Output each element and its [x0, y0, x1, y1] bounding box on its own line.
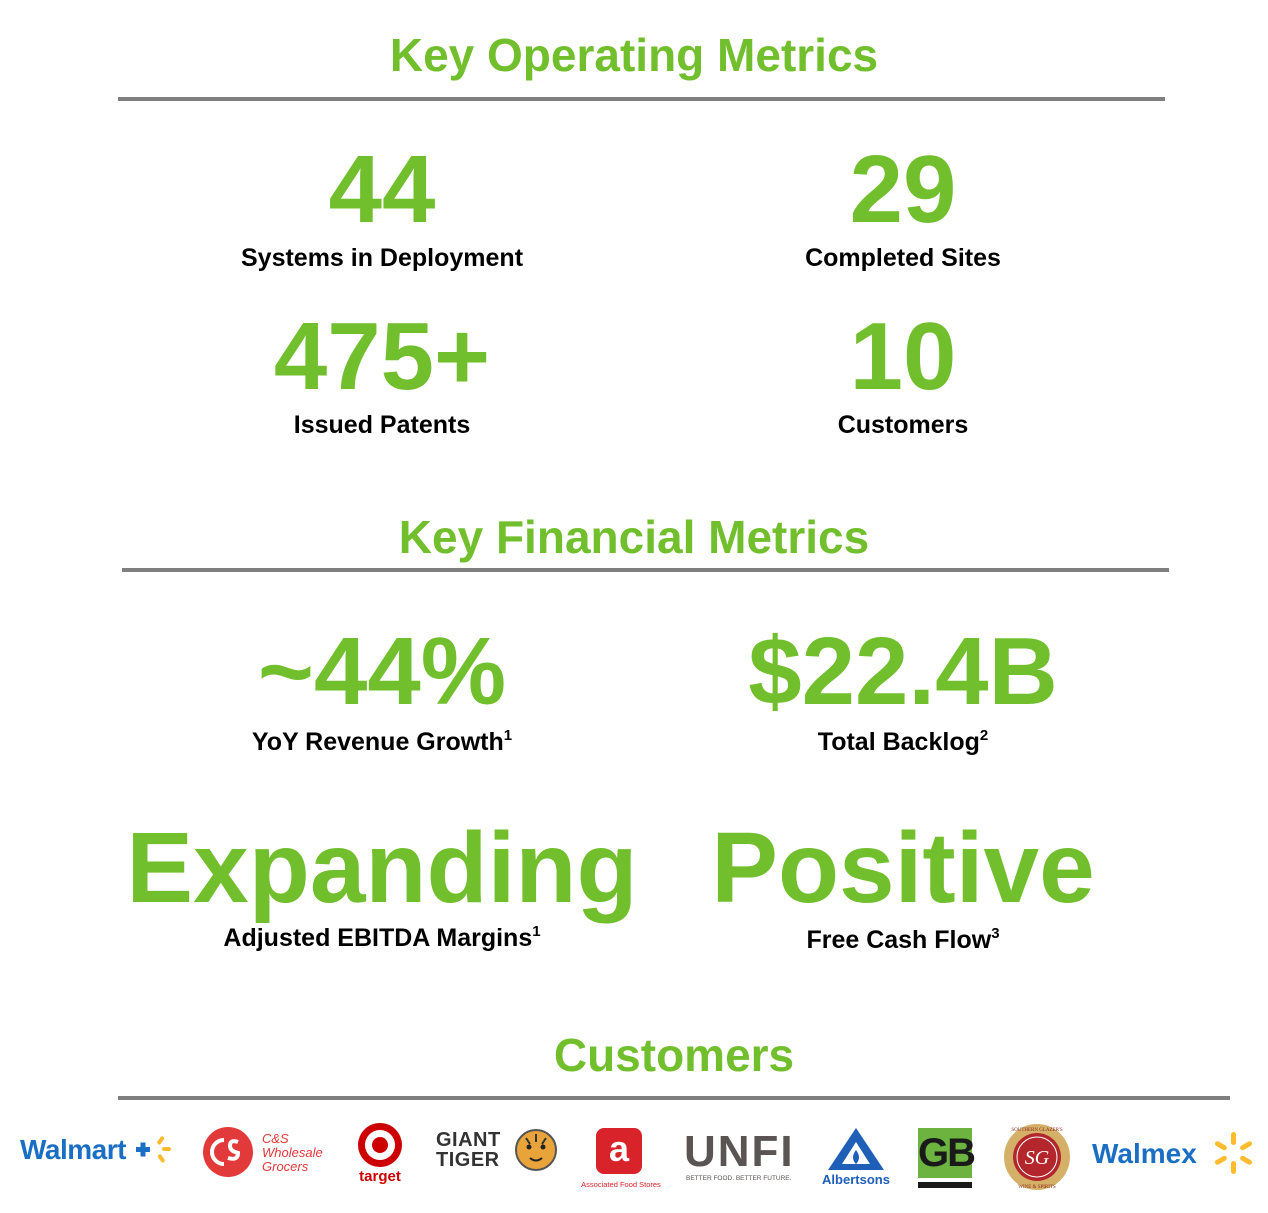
metric-label: Free Cash Flow3 [603, 925, 1203, 954]
metric-value: 475+ [273, 303, 491, 410]
giant-tiger-wordmark: GIANT TIGER [436, 1130, 501, 1170]
metric-value: ~44% [257, 618, 507, 725]
metric-label: Completed Sites [805, 244, 1001, 272]
sg-monogram: SG [1025, 1147, 1050, 1169]
footnote-marker: 1 [503, 727, 513, 744]
operating-divider [118, 97, 1165, 101]
sg-bottom-text: WINE & SPIRITS [1018, 1185, 1056, 1190]
southern-glazers-seal-icon: SG SOUTHERN GLAZER'S WINE & SPIRITS [1004, 1124, 1070, 1190]
associated-wordmark: Associated Food Stores [581, 1180, 661, 1189]
associated-mark-icon: a [596, 1128, 642, 1174]
financial-metrics-title: Key Financial Metrics [398, 511, 870, 563]
unfi-wordmark: UNFI [684, 1127, 795, 1176]
tiger-line: TIGER [436, 1149, 500, 1171]
metric-label: Total Backlog2 [653, 727, 1153, 756]
metric-label: Adjusted EBITDA Margins1 [82, 923, 682, 952]
footnote-marker: 2 [979, 727, 989, 744]
cs-wordmark: C&S Wholesale Grocers [262, 1132, 323, 1174]
cs-line-3: Grocers [262, 1159, 309, 1174]
southern-glazers-logo: SG SOUTHERN GLAZER'S WINE & SPIRITS [1000, 1122, 1074, 1194]
gb-mark-icon: GB [918, 1128, 976, 1178]
metric-label-text: Free Cash Flow [806, 926, 992, 954]
customers-divider [118, 1096, 1230, 1100]
gb-logo: GB [918, 1124, 976, 1190]
metric-free-cash-flow: Positive Free Cash Flow3 [603, 818, 1203, 953]
walmart-plus-spark-icon [136, 1136, 171, 1163]
metric-value: Expanding [126, 812, 638, 924]
metric-label-text: Adjusted EBITDA Margins [223, 924, 533, 952]
cs-mark-text: CS [228, 1177, 230, 1178]
footnote-marker: 1 [532, 923, 541, 940]
metric-systems-in-deployment: 44 Systems in Deployment [182, 142, 582, 271]
metric-value: 44 [328, 136, 436, 243]
metric-customers: 10 Customers [703, 309, 1103, 438]
target-bullseye-icon [358, 1123, 402, 1167]
giant-tiger-logo: GIANT TIGER [436, 1129, 560, 1174]
tiger-head-icon [515, 1129, 557, 1171]
giant-line: GIANT [436, 1129, 501, 1151]
albertsons-wordmark: Albertsons [822, 1172, 890, 1187]
target-logo: target [352, 1122, 408, 1188]
footnote-marker: 3 [991, 925, 1000, 942]
cs-line-2: Wholesale [262, 1145, 323, 1160]
customers-title: Customers [553, 1029, 795, 1081]
metric-label: Customers [837, 411, 969, 439]
target-wordmark: target [359, 1168, 401, 1185]
operating-metrics-title: Key Operating Metrics [389, 29, 879, 81]
metric-total-backlog: $22.4B Total Backlog2 [653, 624, 1153, 755]
customer-logos: Walmart CS C&S Wholesale Grocers [0, 1118, 1268, 1213]
albertsons-logo: Albertsons [816, 1126, 896, 1188]
unfi-logo: UNFI BETTER FOOD. BETTER FUTURE. [684, 1127, 795, 1183]
metric-value: Positive [711, 812, 1095, 924]
metric-issued-patents: 475+ Issued Patents [182, 309, 582, 438]
metric-label-text: Total Backlog [817, 728, 980, 756]
financial-divider [122, 568, 1169, 572]
metric-label: Systems in Deployment [240, 244, 524, 272]
metric-value: 10 [849, 303, 957, 410]
metric-label: YoY Revenue Growth1 [132, 727, 632, 756]
metric-ebitda-margins: Expanding Adjusted EBITDA Margins1 [82, 818, 682, 951]
walmart-logo: Walmart [20, 1130, 175, 1170]
walmex-wordmark: Walmex [1092, 1138, 1197, 1169]
sg-top-text: SOUTHERN GLAZER'S [1011, 1128, 1063, 1133]
metric-label-text: YoY Revenue Growth [251, 728, 504, 756]
metric-label: Issued Patents [293, 411, 471, 439]
associated-food-stores-logo: a Associated Food Stores [578, 1128, 664, 1194]
gb-base-bar [918, 1182, 972, 1188]
metric-value: $22.4B [748, 618, 1058, 725]
metric-value: 29 [849, 136, 957, 243]
cs-line-1: C&S [262, 1131, 289, 1146]
walmex-logo: Walmex [1092, 1132, 1258, 1176]
metric-revenue-growth: ~44% YoY Revenue Growth1 [132, 624, 632, 755]
walmart-wordmark: Walmart [20, 1134, 126, 1165]
metric-completed-sites: 29 Completed Sites [703, 142, 1103, 271]
cs-circle-icon: CS [203, 1127, 253, 1178]
albertsons-a-icon [828, 1128, 884, 1170]
walmex-spark-icon [1214, 1132, 1253, 1174]
cs-wholesale-logo: CS C&S Wholesale Grocers [202, 1126, 332, 1182]
unfi-tagline: BETTER FOOD. BETTER FUTURE. [686, 1175, 792, 1182]
